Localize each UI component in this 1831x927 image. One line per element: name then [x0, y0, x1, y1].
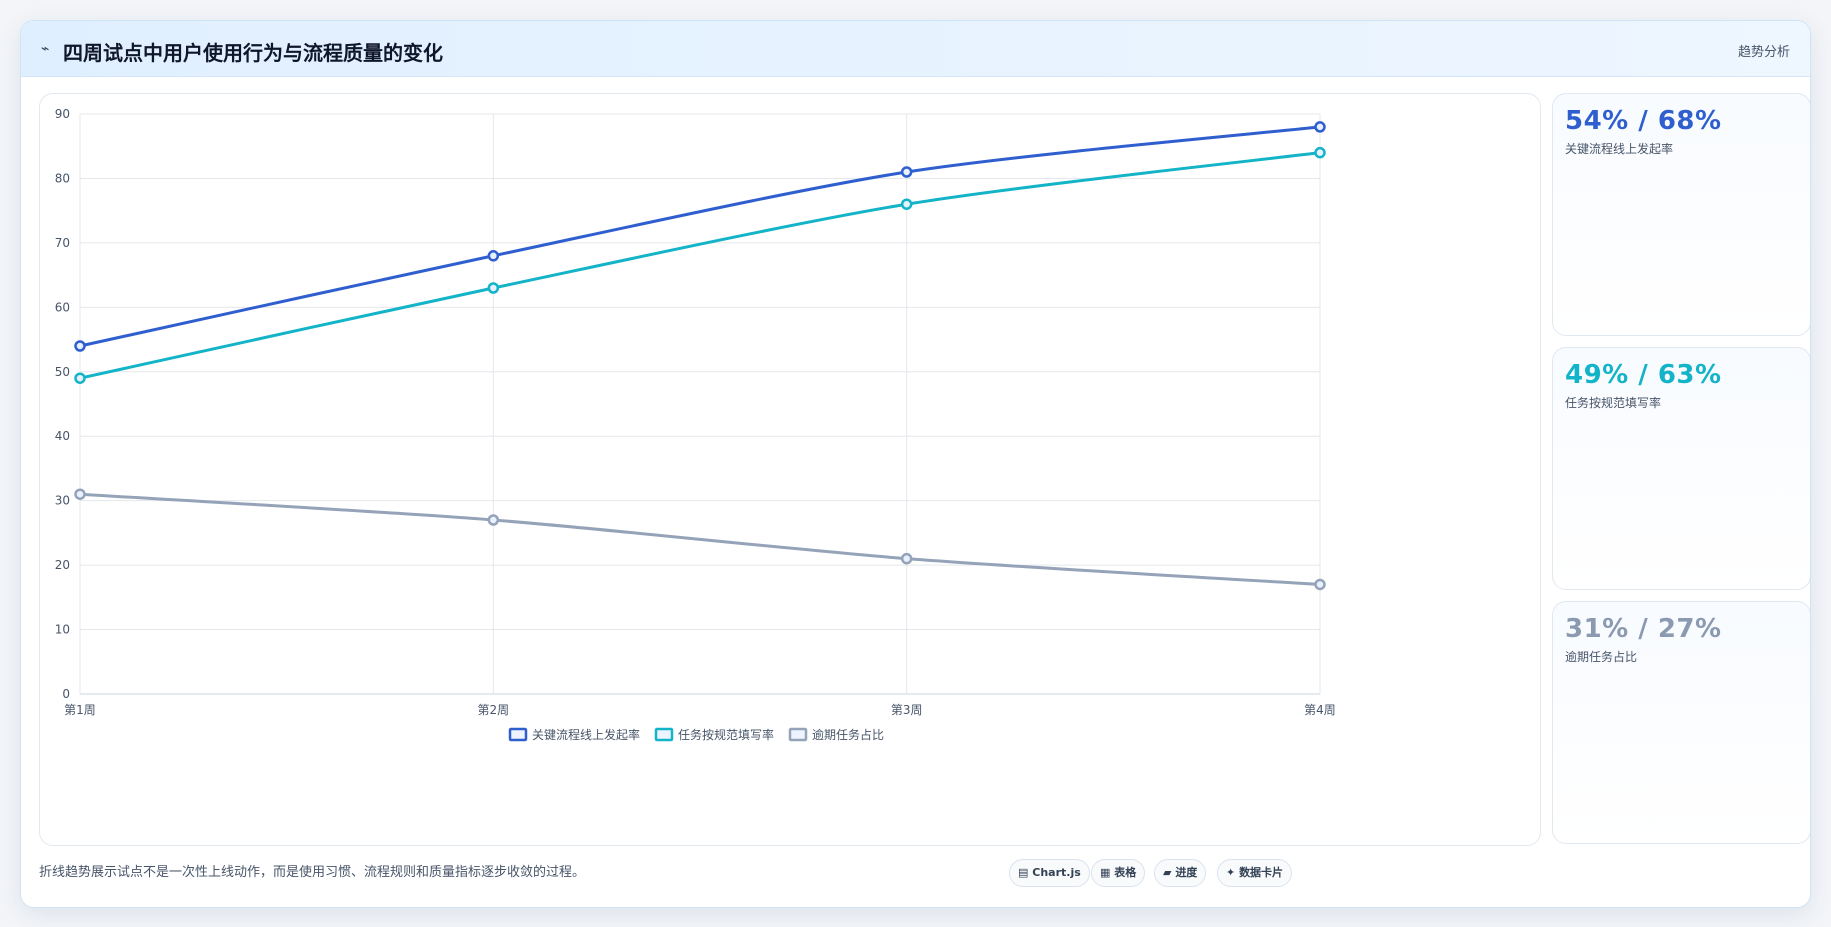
series-line-1 — [79, 151, 1321, 380]
chart-panel: 0 10 20 30 40 50 60 70 80 90 第1周 第2周 第3周 第4周关键流程线上发起率… — [39, 93, 1541, 846]
y-tick-label: 40 — [55, 429, 70, 443]
data-point — [1314, 578, 1326, 591]
plot-area — [79, 113, 1321, 695]
x-tick-label: 第3周 — [891, 703, 923, 717]
badge-progress[interactable]: ▰ 进度 — [1154, 859, 1207, 887]
badge-data-cards[interactable]: ✦ 数据卡片 — [1217, 859, 1293, 887]
stat-label: 关键流程线上发起率 — [1565, 142, 1674, 156]
y-tick-label: 70 — [55, 236, 70, 250]
line-chart: 0 10 20 30 40 50 60 70 80 90 第1周 第2周 第3周 第4周关键流程线上发起率… — [55, 107, 1336, 742]
x-tick-label: 第1周 — [64, 703, 96, 717]
data-point — [487, 250, 500, 262]
data-point — [900, 166, 913, 178]
data-point — [74, 340, 86, 352]
data-point — [487, 514, 500, 526]
y-tick-label: 10 — [55, 623, 70, 637]
stat-value: 49% / 63% — [1565, 360, 1722, 390]
badge-label: 表格 — [1114, 866, 1137, 879]
stat-label: 任务按规范填写率 — [1565, 396, 1662, 410]
legend-label: 任务按规范填写率 — [678, 727, 774, 742]
page-title: 四周试点中用户使用行为与流程质量的变化 — [63, 41, 443, 65]
chart-icon: ▤ — [1018, 866, 1029, 879]
data-point — [900, 198, 913, 210]
stat-card-2: 31% / 27% 逾期任务占比 — [1552, 601, 1810, 844]
y-tick-label: 50 — [55, 365, 70, 379]
badge-label: 进度 — [1175, 866, 1198, 879]
data-point — [1314, 146, 1326, 159]
legend-swatch — [508, 727, 528, 742]
x-tick-label: 第2周 — [478, 703, 510, 717]
data-point — [74, 488, 86, 500]
chart-line-icon: ⌁ — [41, 41, 50, 57]
chart-footnote: 折线趋势展示试点不是一次性上线动作，而是使用习惯、流程规则和质量指标逐步收敛的过… — [39, 865, 586, 880]
data-point — [487, 282, 500, 294]
legend-swatch — [788, 727, 808, 742]
series-line-0 — [79, 125, 1321, 348]
card-header: ⌁ 四周试点中用户使用行为与流程质量的变化 趋势分析 — [21, 21, 1810, 77]
legend-swatch — [654, 727, 674, 742]
data-point — [74, 372, 86, 384]
badge-label: Chart.js — [1032, 866, 1081, 879]
trend-card: ⌁ 四周试点中用户使用行为与流程质量的变化 趋势分析 0 10 20 30 40 50 60… — [20, 20, 1811, 908]
y-tick-label: 80 — [55, 171, 70, 185]
trend-analysis-tag: 趋势分析 — [1737, 45, 1790, 60]
badge-table[interactable]: ▦ 表格 — [1091, 859, 1146, 887]
stat-card-1: 49% / 63% 任务按规范填写率 — [1552, 347, 1810, 590]
y-tick-label: 60 — [55, 300, 70, 314]
series-line-2 — [79, 492, 1321, 586]
stat-value: 31% / 27% — [1565, 614, 1722, 644]
stat-label: 逾期任务占比 — [1565, 650, 1638, 664]
progress-icon: ▰ — [1163, 866, 1172, 879]
data-point — [1314, 121, 1326, 133]
sparkle-icon: ✦ — [1226, 866, 1236, 879]
legend-label: 逾期任务占比 — [812, 727, 884, 742]
y-tick-label: 0 — [62, 687, 70, 701]
y-tick-label: 90 — [55, 107, 70, 121]
badge-chartjs[interactable]: ▤ Chart.js — [1009, 859, 1090, 887]
table-icon: ▦ — [1100, 866, 1111, 879]
data-point — [900, 552, 913, 565]
y-tick-label: 20 — [55, 558, 70, 572]
y-tick-label: 30 — [55, 494, 70, 508]
legend-label: 关键流程线上发起率 — [532, 727, 640, 742]
stat-card-0: 54% / 68% 关键流程线上发起率 — [1552, 93, 1810, 336]
badge-label: 数据卡片 — [1239, 866, 1284, 879]
stat-value: 54% / 68% — [1565, 106, 1722, 136]
x-tick-label: 第4周 — [1304, 703, 1336, 717]
